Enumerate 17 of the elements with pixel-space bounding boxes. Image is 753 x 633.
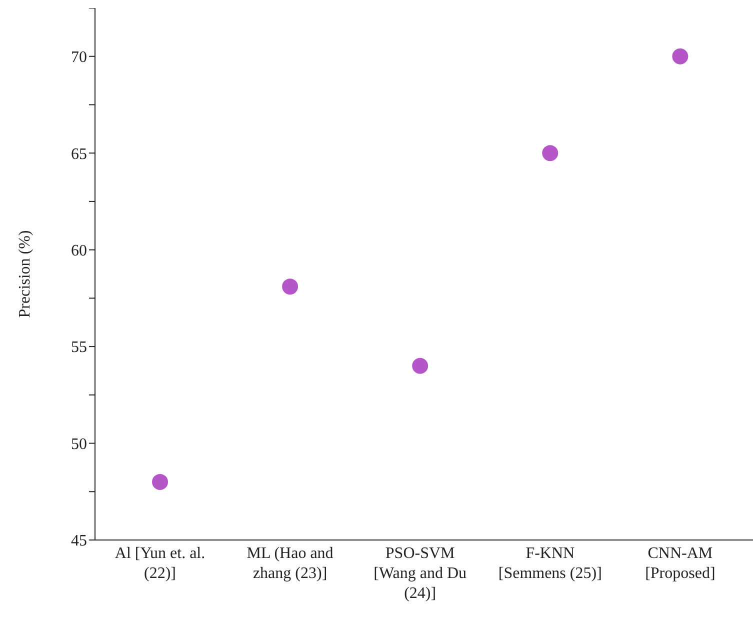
y-tick-label: 60 [71, 242, 87, 260]
y-tick-label: 55 [71, 339, 87, 356]
point [672, 48, 688, 64]
point [412, 358, 428, 374]
y-tick-label: 50 [71, 436, 87, 453]
point [282, 278, 298, 295]
point [542, 145, 558, 162]
y-tick-label: 45 [71, 532, 87, 550]
point [152, 474, 168, 490]
x-tick-label: F-KNN [Semmens (25)] [498, 545, 602, 582]
y-axis-title: Precision (%) [16, 230, 34, 318]
y-tick-label: 70 [71, 49, 87, 66]
y-tick-label: 65 [71, 146, 87, 163]
x-tick-label: PSO-SVM [Wang and Du (24)] [374, 545, 467, 602]
x-tick-label: ML (Hao and zhang (23)] [246, 545, 334, 582]
x-tick-label: Al [Yun et. al. (22)] [114, 545, 206, 582]
x-tick-label: CNN-AM [Proposed] [645, 545, 716, 582]
